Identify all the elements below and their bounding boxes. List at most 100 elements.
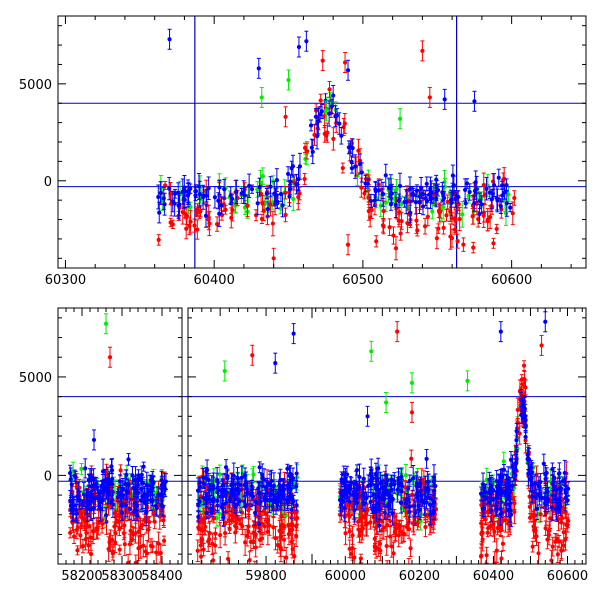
bottom-point-blue (388, 482, 393, 510)
bottom-point-blue (405, 481, 411, 495)
bottom-point-blue (87, 474, 92, 488)
top-point-blue (496, 168, 501, 187)
bottom-point-blue (257, 480, 262, 506)
bottom-point-blue (211, 487, 216, 510)
top-point-red (359, 177, 364, 198)
bottom-point-red (286, 523, 292, 546)
bottom-point-red (253, 537, 258, 558)
top-point-blue (345, 59, 351, 81)
bottom-point-blue (290, 493, 295, 505)
top-point-blue (180, 178, 185, 205)
bottom-point-blue (520, 397, 525, 411)
bottom-point-blue (366, 474, 371, 498)
bottom-point-blue (235, 478, 240, 499)
bottom-point-red (136, 535, 141, 562)
top-point-blue (308, 119, 314, 132)
top-plot-area (58, 16, 586, 268)
top-point-blue (217, 179, 222, 195)
top-point-blue (304, 30, 309, 52)
top-point-red (461, 237, 466, 252)
bottom-point-blue (281, 479, 286, 498)
top-point-blue (156, 184, 161, 210)
top-point-blue (176, 192, 181, 219)
bottom-point-red (227, 512, 232, 528)
bottom-point-blue (257, 515, 262, 533)
top-point-red (393, 236, 399, 261)
bottom-point-green (103, 313, 109, 335)
bottom-point-blue (382, 505, 387, 520)
bottom-point-red (356, 517, 361, 527)
top-point-blue (297, 152, 303, 180)
top-point-blue (353, 154, 358, 179)
bottom-xtick-label: 60400 (473, 569, 514, 584)
top-xtick-label: 60600 (491, 273, 532, 288)
top-point-blue (337, 112, 342, 135)
bottom-point-blue (376, 495, 381, 513)
bottom-point-blue (125, 482, 131, 503)
top-point-blue (158, 181, 163, 205)
bottom-point-blue (374, 467, 380, 491)
bottom-point-blue (262, 493, 267, 508)
bottom-point-blue (102, 468, 107, 493)
bottom-point-red (536, 541, 541, 564)
top-point-red (415, 224, 420, 237)
top-point-blue (255, 191, 260, 215)
bottom-point-red (117, 544, 122, 555)
top-point-blue (451, 175, 456, 196)
bottom-point-blue (537, 479, 542, 494)
top-point-blue (327, 100, 332, 127)
top-point-blue (418, 176, 424, 199)
top-point-red (453, 208, 458, 234)
bottom-point-blue (117, 474, 123, 489)
bottom-point-blue (96, 489, 102, 510)
bottom-point-red (78, 522, 83, 549)
bottom-point-green (383, 392, 389, 414)
bottom-point-red (409, 401, 415, 423)
bottom-point-blue (67, 464, 73, 482)
top-point-red (485, 210, 490, 232)
top-point-blue (287, 186, 292, 207)
top-point-red (283, 207, 288, 223)
top-point-blue (228, 186, 233, 206)
bottom-point-red (515, 397, 520, 423)
bottom-point-blue (352, 479, 357, 505)
top-point-red (168, 217, 173, 228)
top-point-blue (314, 122, 320, 150)
bottom-point-red (207, 531, 212, 547)
bottom-point-blue (398, 492, 404, 514)
bottom-point-blue (508, 477, 513, 504)
bottom-point-blue (514, 422, 519, 440)
bottom-point-blue (379, 493, 384, 505)
bottom-point-red (278, 536, 284, 563)
bottom-point-blue (377, 518, 382, 533)
top-point-red (381, 218, 386, 235)
bottom-point-blue (565, 495, 570, 505)
bottom-point-blue (278, 493, 283, 511)
bottom-point-blue (523, 419, 528, 434)
top-point-blue (359, 162, 364, 183)
top-point-red (188, 209, 193, 234)
bottom-point-red (113, 532, 118, 554)
bottom-point-red (539, 334, 544, 356)
top-point-blue (350, 138, 355, 158)
bottom-point-blue (534, 481, 540, 509)
top-point-blue (402, 196, 407, 208)
bottom-point-red (483, 512, 488, 526)
bottom-point-blue (552, 471, 557, 485)
bottom-point-blue (76, 481, 81, 502)
bottom-point-red (213, 527, 218, 540)
bottom-point-blue (196, 511, 201, 523)
top-point-green (460, 201, 465, 228)
bottom-point-red (80, 538, 86, 554)
bottom-point-blue (478, 486, 484, 501)
bottom-point-blue (354, 464, 360, 476)
bottom-point-blue (223, 459, 229, 476)
bottom-point-blue (557, 462, 562, 484)
bottom-xtick-label: 58400 (141, 569, 182, 584)
top-point-blue (294, 173, 299, 195)
bottom-point-blue (285, 488, 290, 512)
bottom-point-red (372, 542, 378, 553)
bottom-ytick-label: 5000 (19, 371, 52, 386)
bottom-point-blue (196, 499, 201, 512)
bottom-point-blue (368, 466, 373, 493)
